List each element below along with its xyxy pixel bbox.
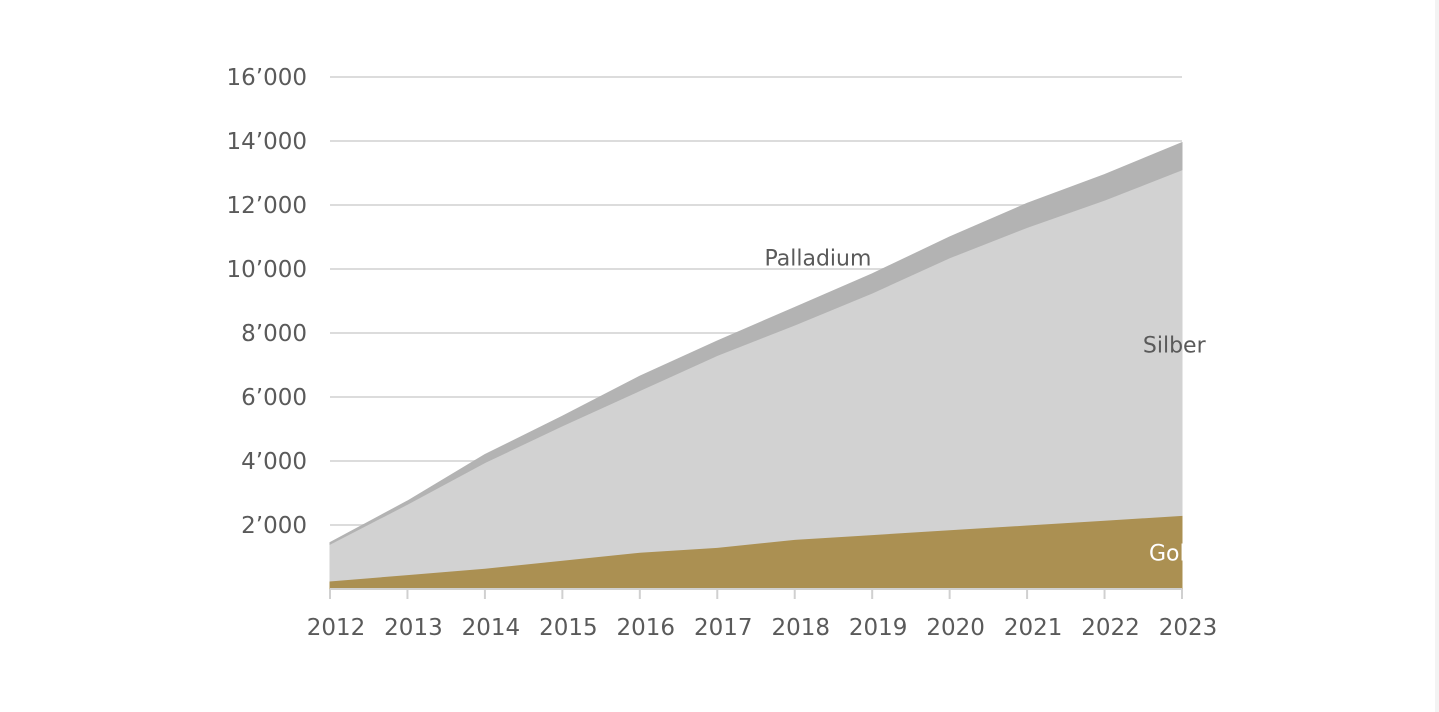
y-tick-label: 4’000 <box>241 449 307 475</box>
x-tick-label: 2021 <box>1004 615 1063 641</box>
x-tick-label: 2018 <box>771 615 830 641</box>
area-silber <box>329 169 1183 582</box>
y-tick-label: 2’000 <box>241 513 307 539</box>
series-label-palladium: Palladium <box>765 246 872 271</box>
x-tick-label: 2019 <box>849 615 908 641</box>
x-tick-label: 2013 <box>384 615 443 641</box>
x-tick-label: 2012 <box>307 615 366 641</box>
y-tick-label: 12’000 <box>227 193 307 219</box>
x-tick-label: 2015 <box>539 615 598 641</box>
y-tick-label: 16’000 <box>227 65 307 91</box>
area-palladium <box>329 141 1183 546</box>
x-tick-label: 2022 <box>1081 615 1140 641</box>
series-label-gold: Gold <box>1149 541 1200 566</box>
x-tick-label: 2023 <box>1159 615 1218 641</box>
y-tick-label: 10’000 <box>227 257 307 283</box>
axes: 2’000 4’000 6’000 8’000 10’000 12’000 14’000 16… <box>227 65 1218 641</box>
right-edge-divider <box>1435 0 1439 712</box>
x-tick-label: 2017 <box>694 615 753 641</box>
areas <box>329 141 1183 590</box>
series-label-silber: Silber <box>1143 333 1207 358</box>
x-tick-label: 2014 <box>462 615 521 641</box>
series-labels: Gold Silber Palladium <box>765 246 1207 566</box>
x-tick-label: 2016 <box>617 615 676 641</box>
y-tick-label: 8’000 <box>241 321 307 347</box>
y-tick-label: 14’000 <box>227 129 307 155</box>
x-tick-label: 2020 <box>926 615 985 641</box>
y-tick-label: 6’000 <box>241 385 307 411</box>
